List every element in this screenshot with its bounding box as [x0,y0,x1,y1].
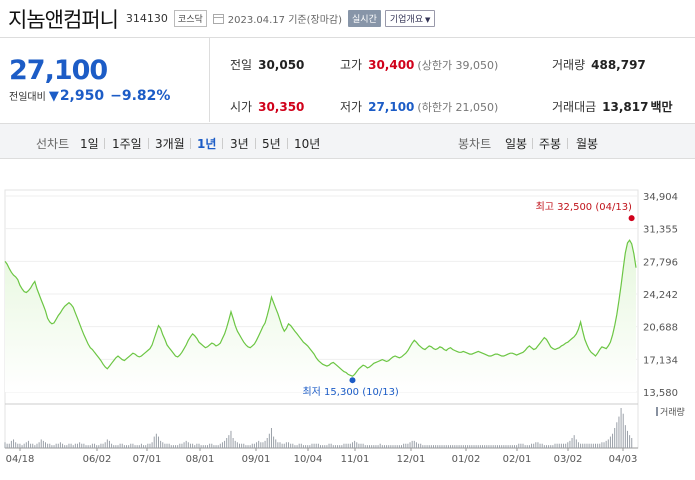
price-area-fill [5,240,636,392]
tab-period-1y[interactable]: 1년 [197,137,217,151]
y-tick-label: 34,904 [643,192,678,203]
stat-low: 저가 27,100 (하한가 21,050) [340,98,498,115]
candle-chart-label: 봉차트 [458,137,492,151]
open-value: 30,350 [258,100,305,114]
prev-close-label: 전일 [230,58,253,72]
low-value: 27,100 [368,100,415,114]
x-tick-label: 06/02 [83,454,112,465]
prev-close-value: 30,050 [258,58,305,72]
x-tick-label: 04/03 [609,454,638,465]
price-stats: 전일 30,050 고가 30,400 (상한가 39,050) 거래량 488,797… [210,38,695,122]
down-triangle-icon: ▼ [48,89,59,104]
tab-period-1d[interactable]: 1일 [80,137,99,151]
x-tick-label: 10/04 [294,454,323,465]
y-tick-label: 17,134 [643,355,678,366]
low-annotation: 최저 15,300 (10/13) [302,386,398,398]
divider [148,138,149,149]
stock-code: 314130 [125,12,168,25]
realtime-button[interactable]: 실시간 [348,10,381,27]
y-tick-label: 13,580 [643,388,678,399]
lower-limit: (하한가 21,050) [417,101,499,114]
x-tick-label: 11/01 [341,454,370,465]
y-tick-label: 20,688 [643,323,678,334]
tab-period-5y[interactable]: 5년 [262,137,281,151]
volume-label: 거래량 [552,58,586,72]
title-bar: 지놈앤컴퍼니 314130 코스닥 2023.04.17 기준(장마감) 실시간… [0,0,695,38]
high-marker [628,215,635,222]
high-value: 30,400 [368,58,415,72]
overview-label: 기업개요 [389,15,423,25]
divider [287,138,288,149]
high-label: 고가 [340,58,363,72]
calendar-icon [212,13,224,24]
amount-label: 거래대금 [552,100,597,114]
low-marker [349,377,356,384]
x-tick-label: 01/02 [452,454,481,465]
y-tick-label: 31,355 [643,225,678,236]
x-tick-label: 04/18 [6,454,35,465]
tab-period-1w[interactable]: 1주일 [112,137,142,151]
amount-value: 13,817 [602,100,649,114]
tab-period-3y[interactable]: 3년 [230,137,249,151]
tab-candle-weekly[interactable]: 주봉 [539,137,562,151]
stat-high: 고가 30,400 (상한가 39,050) [340,56,498,73]
divider [255,138,256,149]
y-tick-label: 24,242 [643,290,678,301]
market-badge: 코스닥 [173,10,207,27]
x-tick-label: 09/01 [242,454,271,465]
price-summary: 27,100 전일대비 ▼ 2,950 −9.82% [0,38,210,122]
divider [567,138,568,149]
x-tick-label: 02/01 [503,454,532,465]
stat-open: 시가 30,350 [230,98,304,115]
stat-volume: 거래량 488,797 [552,56,646,73]
upper-limit: (상한가 39,050) [417,59,499,72]
price-change-percent: −9.82% [110,88,171,104]
tab-candle-daily[interactable]: 일봉 [505,137,528,151]
volume-legend-swatch [656,407,658,416]
divider [104,138,105,149]
company-overview-dropdown[interactable]: 기업개요 ▼ [384,10,436,27]
open-label: 시가 [230,100,253,114]
amount-unit: 백만 [650,100,673,114]
price-chart-svg: 34,904 31,355 27,796 24,242 20,688 17,134 13,5… [4,189,685,465]
chevron-down-icon: ▼ [424,16,431,24]
divider [190,138,191,149]
volume-value: 488,797 [591,58,646,72]
high-annotation: 최고 32,500 (04/13) [536,201,632,213]
x-tick-label: 12/01 [397,454,426,465]
divider [532,138,533,149]
tab-period-10y[interactable]: 10년 [294,137,321,151]
stat-prev-close: 전일 30,050 [230,56,304,73]
price-line [4,239,637,377]
price-change: 2,950 [59,88,105,104]
x-tick-label: 08/01 [186,454,215,465]
price-chart[interactable]: 34,904 31,355 27,796 24,242 20,688 17,134 13,5… [0,160,695,480]
volume-legend: 거래량 [660,406,685,418]
company-name: 지놈앤컴퍼니 [8,7,119,32]
chart-tabs: 선차트 1일 1주일 3개월 1년 3년 5년 10년 봉차트 일봉 주봉 월봉 [0,123,695,159]
stat-amount: 거래대금 13,817 백만 [552,98,673,115]
tab-period-3m[interactable]: 3개월 [155,137,185,151]
change-label: 전일대비 [9,92,46,103]
y-tick-label: 27,796 [643,257,678,268]
current-price: 27,100 [9,55,108,86]
x-tick-label: 07/01 [133,454,162,465]
divider [222,138,223,149]
as-of-date: 2023.04.17 기준(장마감) [227,15,343,26]
low-label: 저가 [340,100,363,114]
x-tick-label: 03/02 [554,454,583,465]
tab-candle-monthly[interactable]: 월봉 [576,137,599,151]
line-chart-label: 선차트 [36,137,70,151]
